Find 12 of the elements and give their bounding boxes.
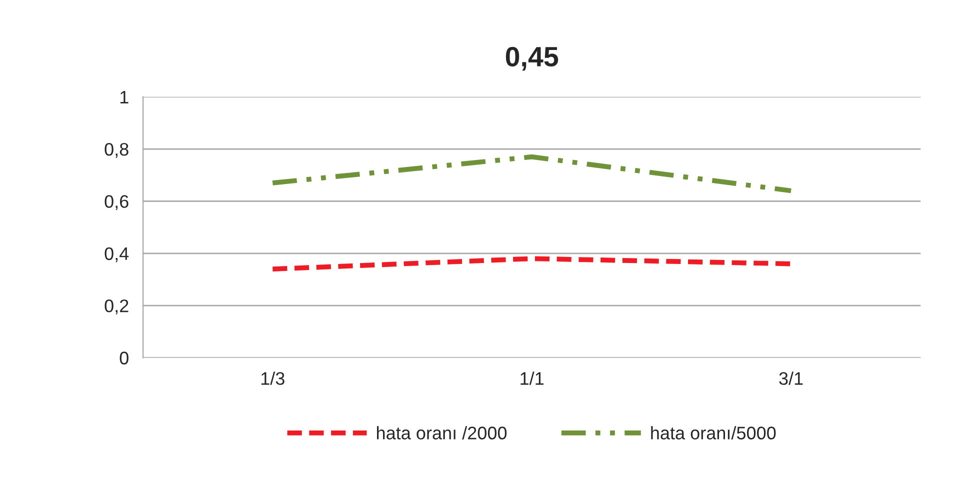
chart-title: 0,45 <box>506 46 558 71</box>
y-tick-label: 0,6 <box>104 195 128 210</box>
y-tick-label: 0,8 <box>104 142 128 158</box>
x-tick-label: 1/3 <box>261 372 284 385</box>
legend-label: hata oranı/5000 <box>651 426 776 440</box>
x-tick-label: 1/1 <box>520 372 544 385</box>
y-tick-label: 0,2 <box>104 300 128 314</box>
x-tick-label: 3/1 <box>779 372 803 385</box>
legend-label: hata oranı /2000 <box>377 426 507 440</box>
y-tick-label: 0 <box>120 352 128 364</box>
y-tick-label: 1 <box>120 90 128 104</box>
y-tick-label: 0,4 <box>104 247 129 262</box>
